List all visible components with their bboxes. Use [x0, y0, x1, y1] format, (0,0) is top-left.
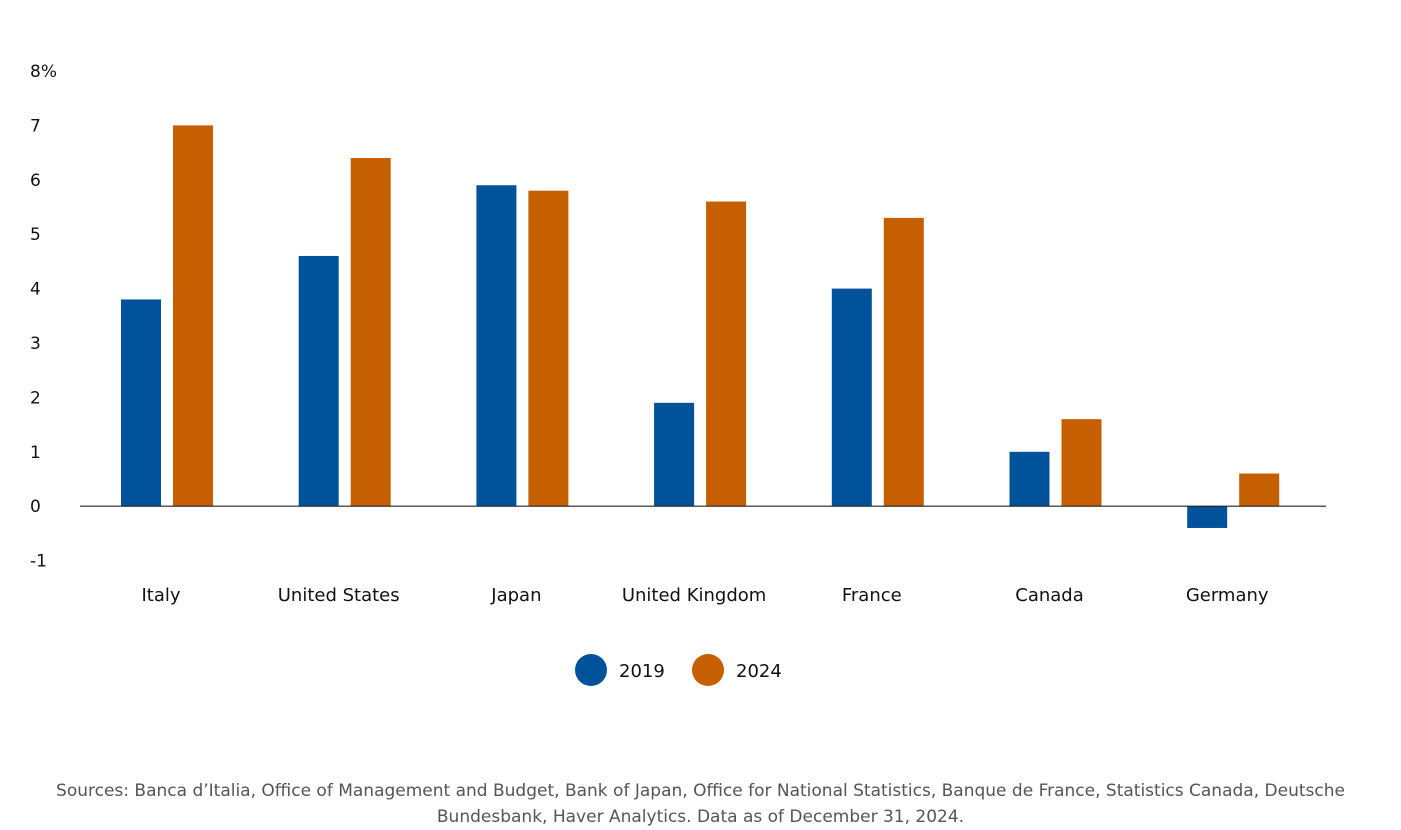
y-tick-label: 1: [30, 443, 41, 463]
y-tick-label: 8%: [30, 62, 57, 82]
legend-swatch-2024: [692, 654, 724, 686]
y-tick-label: 2: [30, 388, 41, 408]
legend-label: 2024: [736, 661, 782, 682]
x-category-label: Canada: [1015, 585, 1084, 606]
bar-2019-japan: [476, 185, 517, 507]
bar-2024-japan: [528, 190, 569, 507]
x-category-label: United States: [278, 585, 400, 606]
y-tick-label: 5: [30, 225, 41, 245]
legend-label: 2019: [619, 661, 665, 682]
bar-2019-united-states: [298, 255, 339, 507]
bar-2024-france: [883, 217, 924, 507]
y-tick-label: 6: [30, 171, 41, 191]
x-category-label: Japan: [490, 585, 541, 606]
bar-chart: 8% 7 6 5 4 3 2 1 0 -1 Italy United States Japan Unit…: [30, 62, 1326, 686]
bar-2019-germany: [1187, 506, 1228, 528]
bar-2019-united-kingdom: [654, 402, 695, 507]
legend-swatch-2019: [575, 654, 607, 686]
y-tick-label: 0: [30, 497, 41, 517]
bar-2024-italy: [173, 125, 213, 507]
bar-2019-canada: [1009, 451, 1050, 507]
y-tick-label: 7: [30, 116, 41, 136]
bar-2024-united-kingdom: [706, 201, 747, 507]
x-category-label: Italy: [141, 585, 180, 606]
source-note: Sources: Banca d’Italia, Office of Manag…: [56, 781, 1345, 827]
bar-2024-germany: [1239, 473, 1280, 507]
x-category-label: United Kingdom: [622, 585, 766, 606]
y-tick-label: 3: [30, 334, 41, 354]
bar-2024-canada: [1061, 419, 1102, 507]
bars-group: [121, 125, 1280, 528]
x-category-label: France: [842, 585, 902, 606]
y-tick-label: -1: [30, 552, 47, 572]
legend: 2019 2024: [575, 654, 782, 686]
bar-2024-united-states: [350, 158, 391, 507]
bar-2019-france: [831, 288, 872, 507]
bar-2019-italy: [121, 299, 161, 507]
x-category-label: Germany: [1186, 585, 1269, 606]
x-axis: Italy United States Japan United Kingdom Fra…: [141, 585, 1268, 606]
y-axis: 8% 7 6 5 4 3 2 1 0 -1: [30, 62, 57, 572]
y-tick-label: 4: [30, 280, 41, 300]
